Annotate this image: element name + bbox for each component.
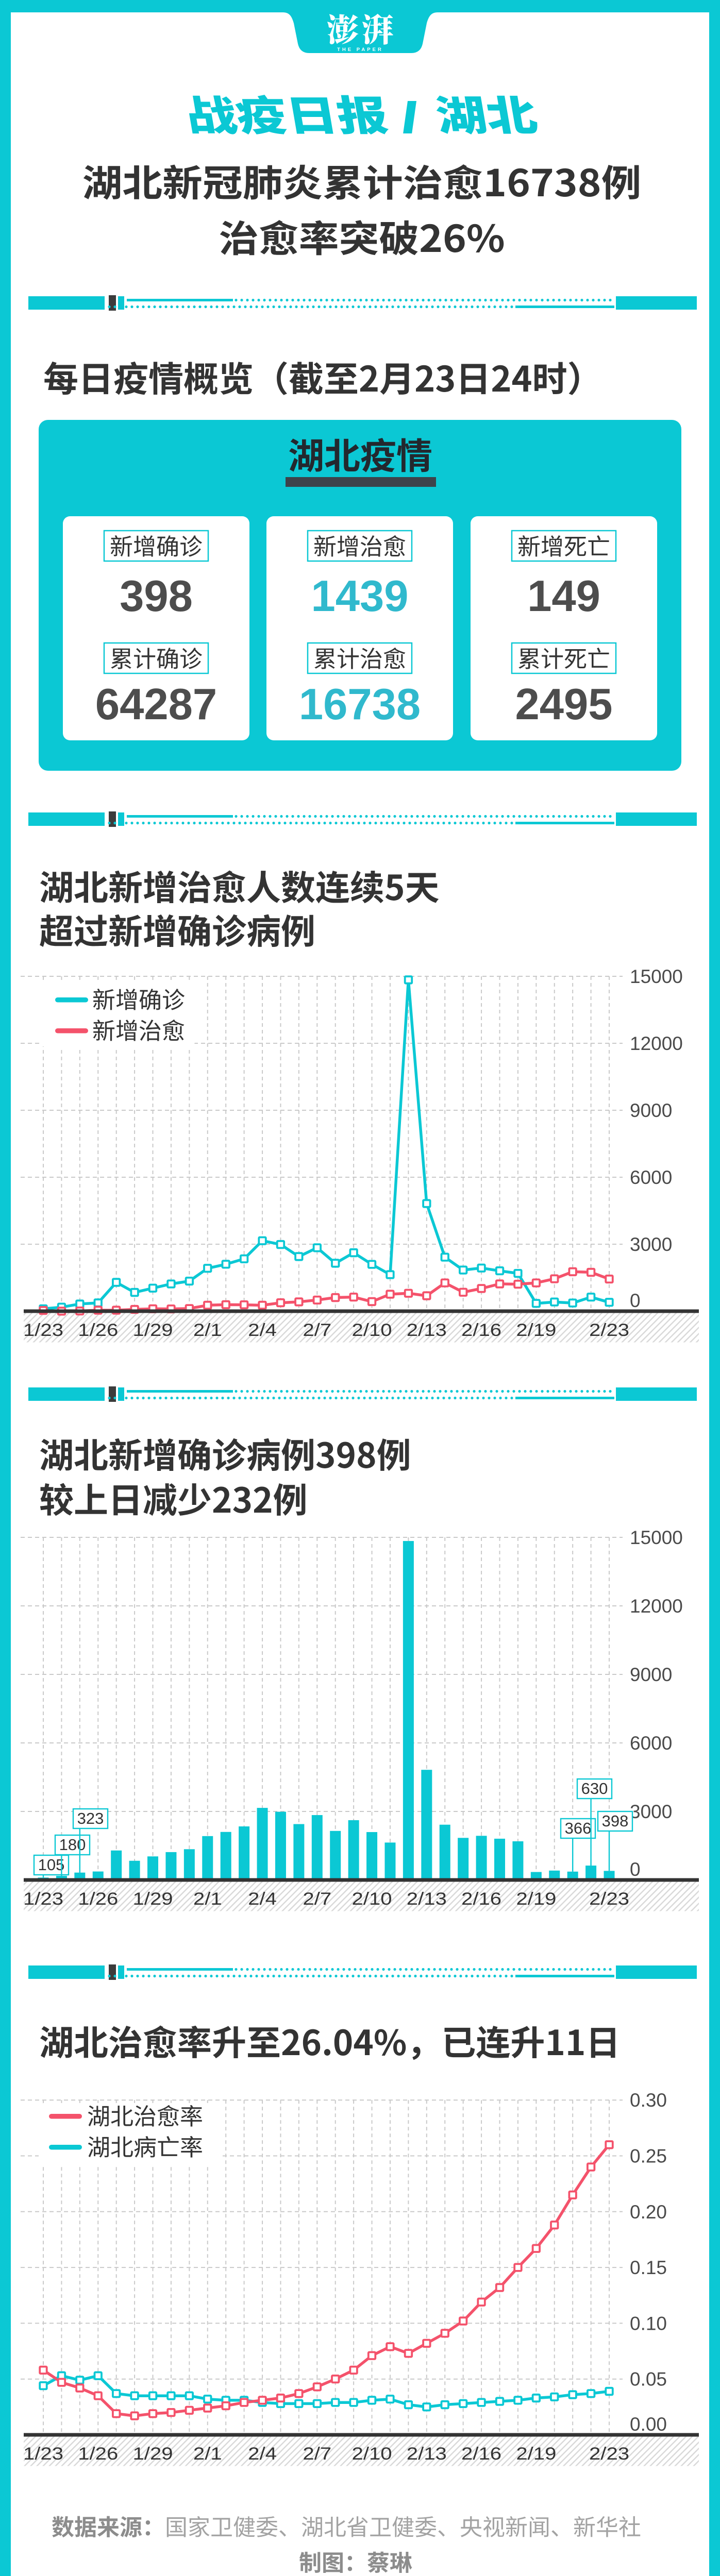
svg-text:1439: 1439 — [311, 572, 408, 621]
svg-text:12000: 12000 — [630, 1033, 683, 1054]
svg-text:2/10: 2/10 — [352, 1320, 392, 1340]
svg-text:9000: 9000 — [630, 1100, 672, 1121]
svg-text:1/23: 1/23 — [23, 1320, 63, 1340]
svg-text:2/13: 2/13 — [407, 2444, 447, 2463]
svg-text:2/4: 2/4 — [248, 2444, 277, 2463]
svg-text:1/23: 1/23 — [23, 1889, 63, 1908]
svg-text:2/4: 2/4 — [248, 1320, 277, 1340]
svg-text:64287: 64287 — [95, 680, 217, 729]
svg-text:2/4: 2/4 — [248, 1889, 277, 1908]
svg-text:6000: 6000 — [630, 1733, 672, 1754]
svg-text:630: 630 — [581, 1780, 608, 1798]
svg-text:2/16: 2/16 — [461, 1889, 501, 1908]
svg-text:0: 0 — [630, 1290, 641, 1311]
svg-text:2/19: 2/19 — [516, 2444, 556, 2463]
svg-text:0.20: 0.20 — [630, 2201, 667, 2223]
svg-text:1/26: 1/26 — [78, 1320, 118, 1340]
svg-text:0: 0 — [630, 1859, 641, 1880]
svg-text:398: 398 — [120, 572, 193, 621]
svg-text:2/13: 2/13 — [407, 1320, 447, 1340]
svg-text:0.30: 0.30 — [630, 2090, 667, 2111]
svg-text:3000: 3000 — [630, 1801, 672, 1822]
svg-text:2/10: 2/10 — [352, 1889, 392, 1908]
svg-text:2/16: 2/16 — [461, 2444, 501, 2463]
svg-text:15000: 15000 — [630, 966, 683, 987]
svg-text:9000: 9000 — [630, 1664, 672, 1685]
svg-text:2/7: 2/7 — [303, 1320, 331, 1340]
svg-text:2/1: 2/1 — [193, 2444, 222, 2463]
svg-text:2/7: 2/7 — [303, 2444, 331, 2463]
svg-text:2/23: 2/23 — [589, 2444, 629, 2463]
svg-text:15000: 15000 — [630, 1527, 683, 1548]
svg-text:0.15: 0.15 — [630, 2257, 667, 2278]
svg-text:2/16: 2/16 — [461, 1320, 501, 1340]
svg-text:THE PAPER: THE PAPER — [337, 47, 383, 53]
svg-text:180: 180 — [59, 1836, 86, 1854]
svg-text:323: 323 — [77, 1809, 104, 1827]
svg-text:105: 105 — [38, 1856, 65, 1874]
svg-text:0.10: 0.10 — [630, 2313, 667, 2334]
svg-text:2/23: 2/23 — [589, 1320, 629, 1340]
svg-text:12000: 12000 — [630, 1596, 683, 1617]
svg-text:2/1: 2/1 — [193, 1320, 222, 1340]
svg-text:149: 149 — [527, 572, 600, 621]
svg-text:0.00: 0.00 — [630, 2414, 667, 2435]
svg-text:366: 366 — [565, 1819, 592, 1837]
svg-text:16738: 16738 — [299, 680, 421, 729]
svg-text:1/29: 1/29 — [132, 1320, 173, 1340]
svg-text:2/19: 2/19 — [516, 1320, 556, 1340]
svg-text:0.05: 0.05 — [630, 2369, 667, 2390]
svg-text:6000: 6000 — [630, 1167, 672, 1188]
svg-text:1/26: 1/26 — [78, 2444, 118, 2463]
svg-text:3000: 3000 — [630, 1234, 672, 1255]
svg-text:2/13: 2/13 — [407, 1889, 447, 1908]
svg-text:1/26: 1/26 — [78, 1889, 118, 1908]
svg-text:1/23: 1/23 — [23, 2444, 63, 2463]
svg-text:2/7: 2/7 — [303, 1889, 331, 1908]
svg-text:2/19: 2/19 — [516, 1889, 556, 1908]
svg-text:0.25: 0.25 — [630, 2146, 667, 2167]
svg-text:2/10: 2/10 — [352, 2444, 392, 2463]
svg-text:2/1: 2/1 — [193, 1889, 222, 1908]
svg-text:398: 398 — [602, 1812, 629, 1830]
svg-text:2/23: 2/23 — [589, 1889, 629, 1908]
svg-text:1/29: 1/29 — [132, 1889, 173, 1908]
svg-text:2495: 2495 — [515, 680, 612, 729]
svg-text:1/29: 1/29 — [132, 2444, 173, 2463]
